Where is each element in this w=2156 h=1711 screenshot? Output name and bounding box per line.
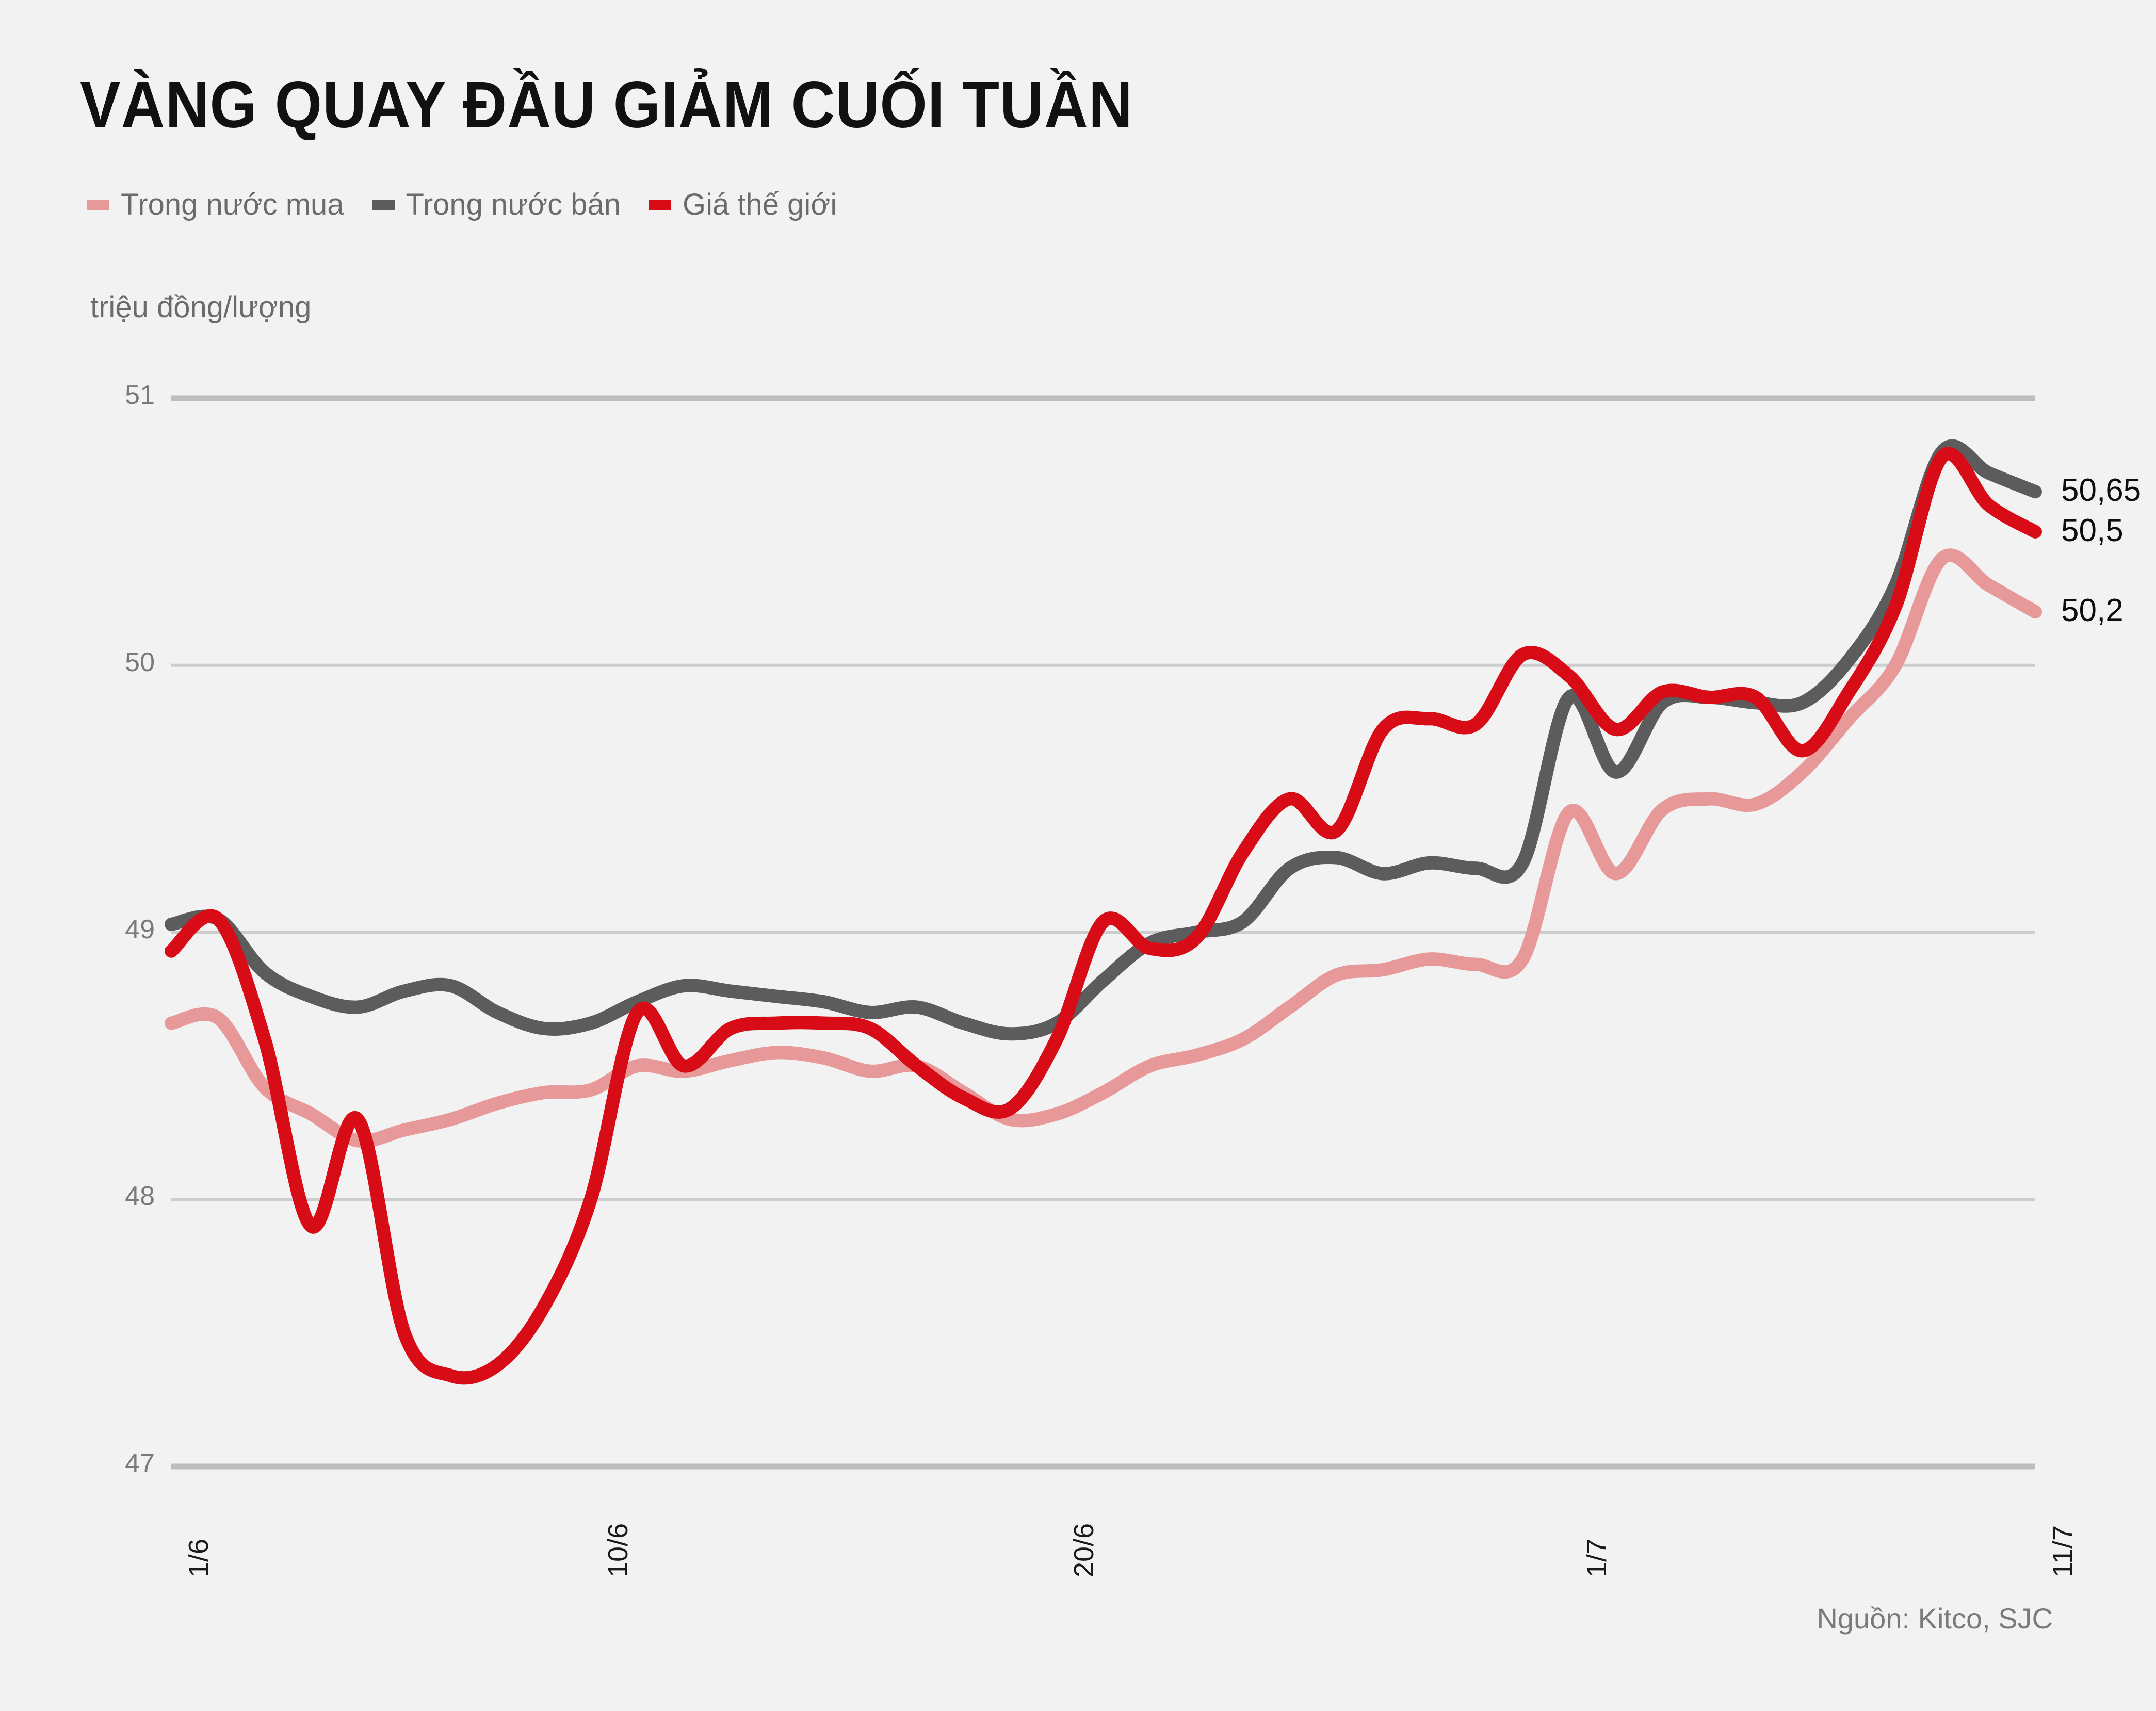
legend-swatch-icon — [87, 200, 109, 210]
end-label-domestic-buy: 50,2 — [2061, 593, 2123, 629]
legend-item-domestic-buy[interactable]: Trong nước mua — [87, 190, 344, 220]
end-label-domestic-sell: 50,65 — [2061, 472, 2142, 509]
y-axis-tick-label: 51 — [125, 380, 155, 410]
source-attribution: Nguồn: Kitco, SJC — [1817, 1602, 2053, 1635]
series-paths-group — [165, 439, 2042, 1385]
chart-legend: Trong nước mua Trong nước bán Giá thế gi… — [87, 190, 865, 220]
gridlines-group — [171, 395, 2035, 1470]
x-axis-tick-label: 1/7 — [1581, 1538, 1612, 1577]
x-axis-tick-label: 10/6 — [602, 1523, 634, 1577]
end-label-world: 50,5 — [2061, 512, 2123, 548]
y-axis-tick-label: 48 — [125, 1181, 155, 1212]
legend-label: Giá thế giới — [683, 188, 837, 221]
y-axis-tick-label: 49 — [125, 914, 155, 944]
legend-label: Trong nước bán — [406, 188, 621, 221]
legend-swatch-icon — [649, 200, 672, 210]
chart-title: VÀNG QUAY ĐẦU GIẢM CUỐI TUẦN — [80, 68, 1133, 142]
series-line-domestic-sell — [165, 439, 2042, 1041]
y-axis-tick-label: 50 — [125, 647, 155, 677]
x-axis-tick-label: 1/6 — [183, 1538, 214, 1577]
y-axis-tick-label: 47 — [125, 1448, 155, 1478]
legend-item-domestic-sell[interactable]: Trong nước bán — [371, 188, 621, 221]
x-axis-tick-label: 11/7 — [2047, 1525, 2078, 1577]
x-axis-tick-label: 20/6 — [1068, 1523, 1100, 1577]
legend-swatch-icon — [371, 200, 395, 210]
legend-item-world[interactable]: Giá thế giới — [649, 190, 837, 220]
legend-label: Trong nước mua — [121, 188, 344, 221]
series-line-world — [165, 447, 2042, 1385]
y-axis-unit-label: triệu đồng/lượng — [90, 290, 312, 324]
series-line-domestic-buy — [165, 548, 2042, 1148]
